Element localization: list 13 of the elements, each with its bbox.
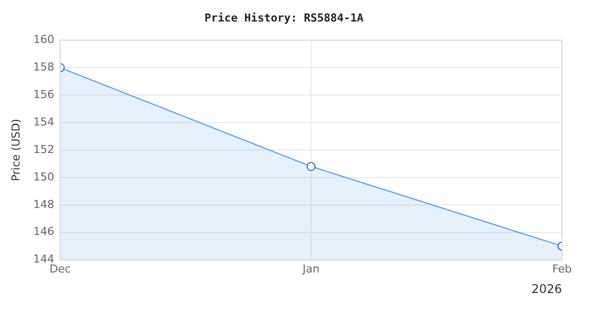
x-tick-label: Jan	[302, 262, 320, 276]
y-tick-label: 146	[33, 225, 54, 238]
y-tick-label: 160	[33, 33, 54, 46]
y-tick-label: 152	[33, 142, 54, 156]
y-tick-label: 150	[33, 170, 54, 184]
y-tick-label: 156	[33, 88, 54, 101]
text: 2026	[531, 282, 562, 296]
y-axis-title: Price (USD)	[9, 118, 22, 182]
y-tick-label: 148	[33, 198, 54, 211]
chart-title: Price History: RS5884-1A	[204, 11, 364, 24]
y-tick-label: 158	[33, 60, 54, 74]
y-tick-label: 154	[33, 115, 54, 128]
x-tick-label: Feb	[552, 262, 572, 276]
